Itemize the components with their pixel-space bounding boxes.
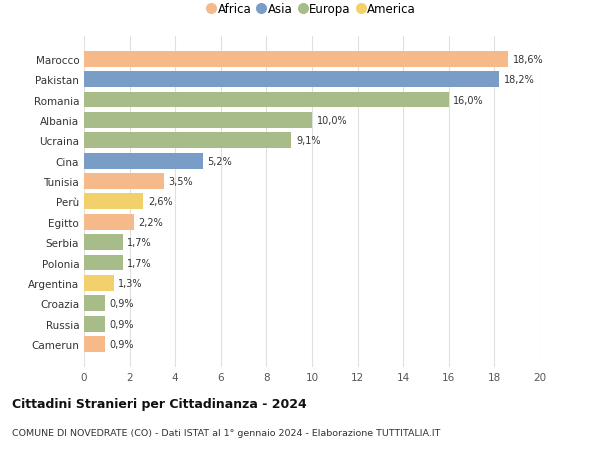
Bar (84, 296, 104, 312)
Bar (84, 72, 499, 88)
Text: 2,2%: 2,2% (139, 217, 163, 227)
Text: 18,2%: 18,2% (503, 75, 534, 85)
Bar (84, 92, 449, 108)
Bar (84, 133, 292, 149)
Text: 1,7%: 1,7% (127, 238, 152, 247)
Text: COMUNE DI NOVEDRATE (CO) - Dati ISTAT al 1° gennaio 2024 - Elaborazione TUTTITAL: COMUNE DI NOVEDRATE (CO) - Dati ISTAT al… (12, 428, 440, 437)
Text: 1,7%: 1,7% (127, 258, 152, 268)
Bar (84, 174, 164, 190)
Bar (84, 194, 143, 210)
Text: 18,6%: 18,6% (512, 55, 543, 65)
Text: 0,9%: 0,9% (109, 319, 134, 329)
Bar (84, 214, 134, 230)
Bar (84, 336, 104, 352)
Text: Cittadini Stranieri per Cittadinanza - 2024: Cittadini Stranieri per Cittadinanza - 2… (12, 397, 307, 410)
Bar (84, 255, 123, 271)
Text: 5,2%: 5,2% (207, 157, 232, 166)
Bar (84, 316, 104, 332)
Text: 3,5%: 3,5% (169, 177, 193, 187)
Text: 10,0%: 10,0% (317, 116, 347, 126)
Text: 0,9%: 0,9% (109, 339, 134, 349)
Bar (84, 235, 123, 251)
Text: 1,3%: 1,3% (118, 278, 143, 288)
Text: 9,1%: 9,1% (296, 136, 320, 146)
Bar (84, 113, 312, 129)
Text: 0,9%: 0,9% (109, 299, 134, 308)
Bar (84, 52, 508, 67)
Text: 16,0%: 16,0% (454, 95, 484, 105)
Bar (84, 153, 203, 169)
Text: 2,6%: 2,6% (148, 197, 172, 207)
Bar (84, 275, 113, 291)
Legend: Africa, Asia, Europa, America: Africa, Asia, Europa, America (205, 0, 419, 20)
